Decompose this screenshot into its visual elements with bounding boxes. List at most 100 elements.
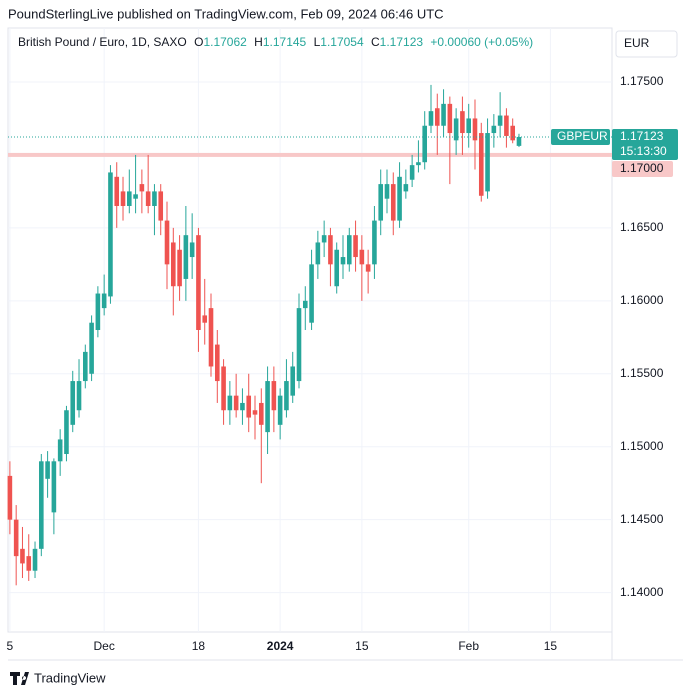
open-value: 1.17062 bbox=[203, 35, 247, 49]
candle-body bbox=[296, 308, 302, 382]
candle-body bbox=[334, 249, 340, 287]
open-label: O bbox=[194, 35, 203, 49]
logo-text: TradingView bbox=[34, 670, 106, 685]
candle-body bbox=[133, 194, 138, 199]
candle-body bbox=[95, 293, 101, 330]
candle-body bbox=[403, 184, 409, 192]
candle-body bbox=[472, 118, 478, 141]
candle-body bbox=[152, 191, 157, 206]
close-value: 1.17123 bbox=[380, 35, 424, 49]
candle-body bbox=[108, 172, 113, 297]
symbol-tag bbox=[551, 128, 610, 145]
low-label: L bbox=[314, 35, 321, 49]
candle-body bbox=[328, 235, 333, 265]
candle-body bbox=[346, 235, 352, 265]
candle-body bbox=[170, 242, 176, 287]
price-tag-label: 1.17123 bbox=[620, 129, 664, 143]
x-tick-label: Dec bbox=[93, 639, 114, 653]
candle-body bbox=[365, 264, 371, 272]
candles bbox=[7, 84, 612, 586]
candle-body bbox=[20, 548, 25, 564]
candle-body bbox=[120, 191, 126, 206]
candle-body bbox=[315, 242, 321, 265]
currency-box[interactable] bbox=[615, 30, 678, 58]
candle-body bbox=[158, 191, 164, 221]
candle-body bbox=[453, 118, 459, 141]
candle-body bbox=[208, 308, 214, 367]
y-tick-label: 1.15000 bbox=[620, 439, 664, 453]
candle-body bbox=[189, 242, 195, 258]
candle-body bbox=[409, 165, 415, 180]
candle-body bbox=[466, 118, 471, 134]
y-tick-label: 1.17500 bbox=[620, 74, 664, 88]
candle-body bbox=[271, 381, 277, 411]
candle-body bbox=[233, 395, 239, 411]
candle-body bbox=[39, 461, 44, 549]
high-value: 1.17145 bbox=[263, 35, 307, 49]
hline-tag-label: 1.17000 bbox=[620, 161, 664, 175]
candle-body bbox=[114, 176, 120, 206]
low-value: 1.17054 bbox=[320, 35, 364, 49]
candle-body bbox=[145, 191, 151, 206]
candle-body bbox=[89, 322, 94, 374]
candle-body bbox=[384, 184, 390, 199]
x-tick-label: 15 bbox=[355, 639, 369, 653]
candle-body bbox=[447, 103, 453, 134]
candle-body bbox=[177, 249, 182, 287]
candle-body bbox=[504, 115, 509, 136]
candle-body bbox=[353, 235, 358, 258]
candle-body bbox=[227, 395, 233, 411]
candle-body bbox=[290, 366, 296, 396]
candle-body bbox=[83, 351, 88, 382]
candle-body bbox=[221, 366, 226, 411]
ohlc-legend: British Pound / Euro, 1D, SAXO O1.17062 … bbox=[18, 35, 533, 49]
candle-body bbox=[441, 103, 446, 126]
candle-body bbox=[422, 125, 428, 163]
candle-body bbox=[76, 381, 82, 411]
candle-body bbox=[378, 184, 384, 221]
candle-body bbox=[434, 108, 440, 126]
candle-body bbox=[240, 402, 245, 411]
x-tick-label: 2024 bbox=[267, 639, 294, 653]
candle-body bbox=[7, 475, 13, 520]
candle-body bbox=[277, 395, 283, 425]
x-tick-label: 18 bbox=[192, 639, 206, 653]
candle-body bbox=[390, 184, 396, 221]
candle-body bbox=[70, 381, 76, 425]
change: +0.00060 (+0.05%) bbox=[430, 35, 533, 49]
high-label: H bbox=[254, 35, 263, 49]
candle-body bbox=[265, 381, 270, 433]
x-tick-label: 5 bbox=[7, 639, 14, 653]
header: PoundSterlingLive published on TradingVi… bbox=[8, 6, 444, 21]
candle-body bbox=[45, 461, 50, 479]
candle-body bbox=[139, 184, 145, 192]
candle-body bbox=[284, 381, 289, 411]
candle-body bbox=[491, 125, 497, 134]
candle-body bbox=[309, 264, 314, 323]
candle-body bbox=[202, 315, 208, 323]
candle-body bbox=[13, 519, 19, 557]
y-tick-label: 1.16000 bbox=[620, 293, 664, 307]
price-tag bbox=[612, 128, 678, 160]
candle-body bbox=[214, 344, 220, 382]
candle-body bbox=[183, 235, 189, 279]
candle-body bbox=[196, 235, 201, 330]
candle-body bbox=[64, 410, 69, 455]
candle-body bbox=[164, 220, 170, 265]
candle-body bbox=[57, 439, 63, 462]
candle-body bbox=[416, 162, 421, 166]
candle-body bbox=[460, 111, 465, 134]
candle-body bbox=[127, 191, 132, 206]
candle-body bbox=[32, 548, 38, 571]
candle-body bbox=[340, 257, 346, 265]
currency[interactable]: EUR bbox=[624, 36, 650, 50]
logo: TradingView bbox=[10, 670, 106, 685]
candle-body bbox=[372, 220, 377, 265]
countdown-label: 15:13:30 bbox=[620, 144, 667, 158]
candle-body bbox=[252, 410, 258, 415]
candle-body bbox=[485, 133, 490, 192]
candle-body bbox=[497, 115, 503, 126]
logo-mark bbox=[10, 672, 29, 685]
